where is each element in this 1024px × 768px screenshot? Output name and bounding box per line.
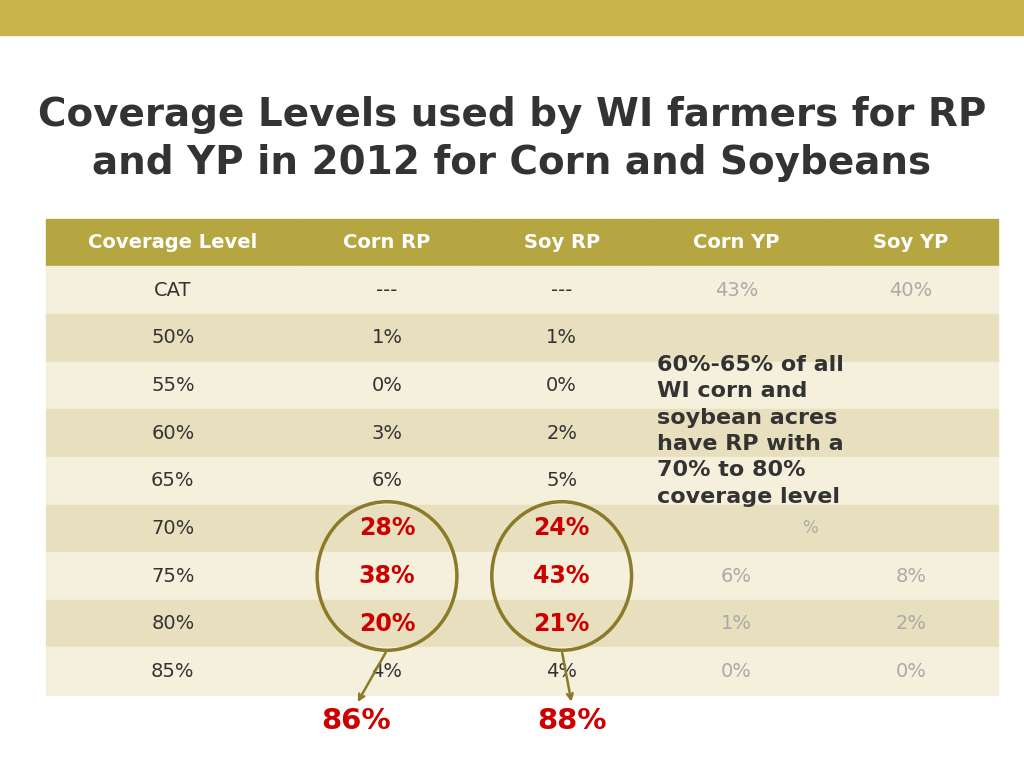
Text: 0%: 0% — [721, 662, 752, 680]
Text: ---: --- — [551, 281, 572, 300]
Text: 75%: 75% — [152, 567, 195, 585]
Text: Soy YP: Soy YP — [873, 233, 948, 252]
Text: 28%: 28% — [358, 516, 416, 541]
Text: 60%: 60% — [152, 424, 195, 442]
Text: 6%: 6% — [372, 472, 402, 490]
Text: 24%: 24% — [534, 516, 590, 541]
Text: 2%: 2% — [896, 614, 927, 633]
Text: 1%: 1% — [372, 329, 402, 347]
Text: Corn RP: Corn RP — [343, 233, 431, 252]
Text: 65%: 65% — [152, 472, 195, 490]
Text: 3%: 3% — [372, 424, 402, 442]
Text: 6%: 6% — [721, 567, 752, 585]
Text: 0%: 0% — [546, 376, 578, 395]
Text: 43%: 43% — [715, 281, 758, 300]
Text: Soy RP: Soy RP — [523, 233, 600, 252]
Text: CAT: CAT — [155, 281, 191, 300]
Text: Coverage Levels used by WI farmers for RP
and YP in 2012 for Corn and Soybeans: Coverage Levels used by WI farmers for R… — [38, 96, 986, 183]
Text: 70%: 70% — [152, 519, 195, 538]
Text: 4%: 4% — [546, 662, 578, 680]
Text: 2%: 2% — [546, 424, 578, 442]
Text: 80%: 80% — [152, 614, 195, 633]
Text: %: % — [802, 519, 817, 538]
Text: 38%: 38% — [358, 564, 416, 588]
Text: 43%: 43% — [534, 564, 590, 588]
Text: 4%: 4% — [372, 662, 402, 680]
Text: 21%: 21% — [534, 611, 590, 636]
Text: 40%: 40% — [890, 281, 933, 300]
Text: ---: --- — [376, 281, 397, 300]
Text: 86%: 86% — [322, 707, 391, 735]
Text: 20%: 20% — [358, 611, 416, 636]
Text: 8%: 8% — [896, 567, 927, 585]
Text: 55%: 55% — [152, 376, 195, 395]
Text: 1%: 1% — [546, 329, 578, 347]
Text: 50%: 50% — [152, 329, 195, 347]
Text: 60%-65% of all
WI corn and
soybean acres
have RP with a
70% to 80%
coverage leve: 60%-65% of all WI corn and soybean acres… — [657, 355, 844, 507]
Text: 85%: 85% — [152, 662, 195, 680]
Text: 1%: 1% — [721, 614, 752, 633]
Text: 0%: 0% — [896, 662, 927, 680]
Text: Corn YP: Corn YP — [693, 233, 779, 252]
Text: 5%: 5% — [546, 472, 578, 490]
Text: 0%: 0% — [372, 376, 402, 395]
Text: 88%: 88% — [538, 707, 606, 735]
Text: Coverage Level: Coverage Level — [88, 233, 257, 252]
